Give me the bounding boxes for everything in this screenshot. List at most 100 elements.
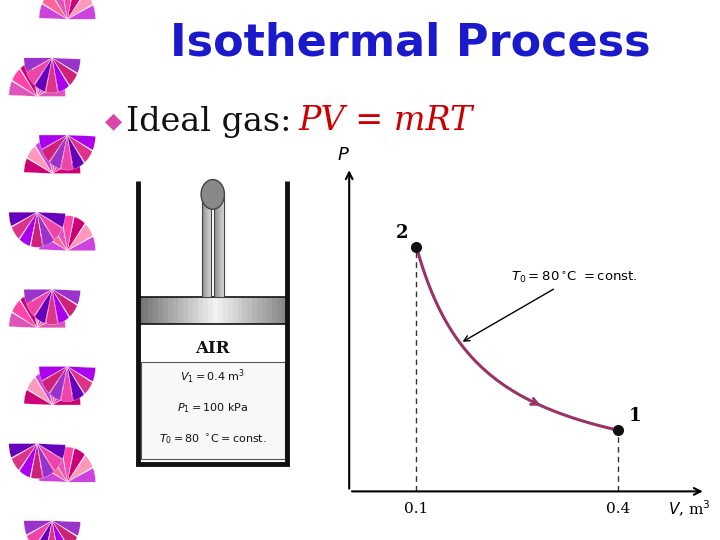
Wedge shape (67, 455, 93, 482)
Wedge shape (27, 521, 52, 540)
Text: 1: 1 (629, 407, 642, 426)
Bar (223, 194, 224, 297)
Circle shape (201, 179, 225, 210)
Bar (168, 297, 174, 324)
Wedge shape (20, 294, 37, 328)
Bar (218, 194, 219, 297)
Wedge shape (37, 82, 66, 97)
Wedge shape (9, 212, 37, 226)
Wedge shape (27, 146, 52, 173)
Wedge shape (67, 0, 85, 19)
Wedge shape (37, 443, 62, 471)
Bar (138, 297, 145, 324)
Wedge shape (12, 300, 37, 328)
Bar (238, 297, 243, 324)
Wedge shape (9, 313, 37, 328)
Bar (248, 297, 253, 324)
Text: 2: 2 (395, 224, 408, 242)
Wedge shape (52, 379, 78, 405)
Wedge shape (62, 447, 73, 482)
Text: PV = mRT: PV = mRT (299, 105, 473, 138)
Bar (198, 297, 204, 324)
Wedge shape (37, 443, 66, 459)
Bar (213, 297, 219, 324)
Wedge shape (35, 139, 52, 173)
Wedge shape (42, 135, 67, 161)
Wedge shape (42, 0, 67, 19)
Wedge shape (67, 367, 92, 394)
Wedge shape (52, 521, 81, 536)
Wedge shape (52, 371, 70, 405)
Text: $V$, m$^3$: $V$, m$^3$ (668, 499, 711, 519)
Wedge shape (52, 58, 69, 92)
Bar (243, 297, 248, 324)
Wedge shape (12, 212, 37, 239)
Wedge shape (52, 289, 69, 323)
Wedge shape (50, 135, 67, 169)
Wedge shape (46, 289, 58, 325)
Wedge shape (46, 521, 58, 540)
Wedge shape (37, 212, 62, 240)
Bar (173, 297, 179, 324)
Bar (217, 194, 218, 297)
Wedge shape (62, 215, 73, 251)
Wedge shape (52, 58, 81, 73)
Bar (183, 297, 189, 324)
Wedge shape (37, 294, 55, 328)
Bar (267, 297, 274, 324)
Wedge shape (35, 58, 52, 92)
Wedge shape (19, 212, 37, 246)
Bar (253, 297, 258, 324)
Text: ◆: ◆ (105, 111, 122, 132)
Text: Isothermal Process: Isothermal Process (170, 22, 651, 65)
Wedge shape (52, 159, 81, 173)
Wedge shape (50, 448, 67, 482)
Bar (208, 194, 210, 297)
Wedge shape (39, 467, 67, 482)
Wedge shape (37, 212, 54, 246)
Bar (272, 297, 278, 324)
Wedge shape (35, 289, 52, 323)
Bar (148, 297, 154, 324)
Wedge shape (52, 521, 77, 540)
Wedge shape (37, 70, 63, 97)
Bar (178, 297, 184, 324)
Bar (163, 297, 169, 324)
Bar (140, 362, 285, 459)
Wedge shape (32, 293, 43, 328)
Wedge shape (24, 58, 52, 72)
Wedge shape (42, 367, 67, 393)
Bar (205, 194, 207, 297)
Wedge shape (9, 443, 37, 458)
Bar (215, 194, 216, 297)
Bar (277, 297, 283, 324)
Wedge shape (67, 135, 84, 169)
Wedge shape (46, 58, 58, 93)
Bar (222, 194, 223, 297)
Wedge shape (27, 58, 52, 85)
Wedge shape (52, 140, 70, 173)
Wedge shape (39, 235, 67, 251)
Wedge shape (67, 135, 96, 150)
Bar (138, 297, 287, 324)
Wedge shape (27, 289, 52, 316)
Wedge shape (42, 455, 67, 482)
Wedge shape (24, 390, 52, 405)
Wedge shape (67, 0, 93, 19)
Wedge shape (67, 468, 96, 482)
Wedge shape (67, 217, 85, 251)
Wedge shape (9, 81, 37, 97)
Wedge shape (61, 135, 73, 170)
Wedge shape (12, 443, 37, 470)
Wedge shape (50, 367, 67, 400)
Bar (193, 297, 199, 324)
Text: $P_1 = 100\ \mathrm{kPa}$: $P_1 = 100\ \mathrm{kPa}$ (177, 401, 248, 415)
Wedge shape (35, 371, 52, 405)
Bar (257, 297, 264, 324)
Text: $T_0 = 80\,^{\circ}\mathrm{C}\ = \mathrm{const.}$: $T_0 = 80\,^{\circ}\mathrm{C}\ = \mathrm… (464, 270, 637, 341)
Bar (222, 297, 229, 324)
Text: Ideal gas:: Ideal gas: (126, 105, 302, 138)
Wedge shape (47, 138, 58, 173)
Wedge shape (67, 135, 92, 163)
Text: $T_0 = 80\ ^\circ\mathrm{C} = \mathrm{const.}$: $T_0 = 80\ ^\circ\mathrm{C} = \mathrm{co… (159, 432, 266, 445)
